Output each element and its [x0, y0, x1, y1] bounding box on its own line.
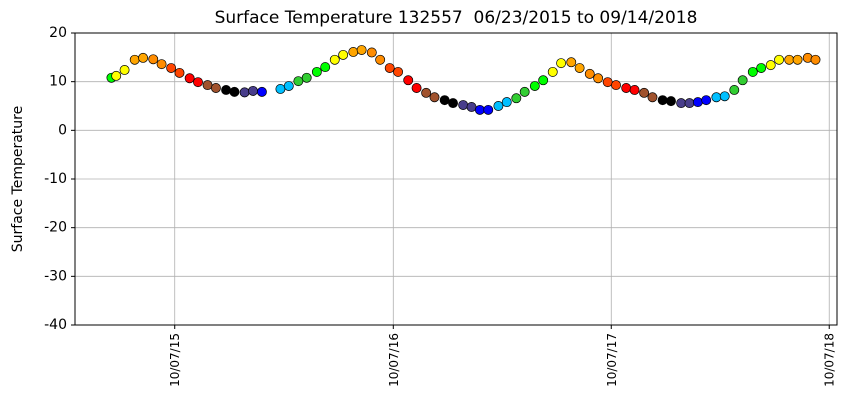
x-tick-label: 10/07/15: [168, 333, 182, 387]
data-point: [501, 97, 512, 108]
data-point: [229, 86, 240, 97]
data-point: [529, 81, 540, 91]
data-point: [711, 92, 722, 103]
data-point: [356, 45, 367, 55]
data-point: [301, 72, 312, 83]
data-point: [320, 62, 331, 73]
data-point: [202, 80, 213, 91]
data-point: [466, 102, 477, 112]
data-point: [556, 58, 567, 69]
y-tick-label: -10: [44, 171, 67, 187]
data-point: [584, 68, 595, 79]
plot-frame: [74, 32, 838, 326]
data-point: [311, 66, 322, 77]
data-point: [511, 93, 522, 104]
x-tick-label: 10/07/18: [823, 333, 837, 387]
data-point: [784, 54, 795, 65]
data-point: [293, 76, 304, 87]
data-point: [810, 54, 821, 65]
data-point: [448, 98, 458, 109]
data-point: [221, 84, 232, 95]
data-point: [403, 75, 414, 86]
y-tick-label: -30: [44, 268, 67, 284]
data-point: [629, 84, 640, 95]
data-point: [547, 66, 558, 77]
x-tick-label: 10/07/17: [605, 333, 619, 387]
data-point: [593, 73, 604, 84]
data-point: [421, 87, 432, 98]
data-point: [329, 54, 340, 65]
data-point: [519, 86, 530, 97]
data-point: [193, 77, 203, 88]
data-point: [283, 81, 294, 91]
data-point: [384, 63, 395, 73]
data-point: [174, 67, 185, 78]
data-point: [111, 70, 122, 81]
data-point: [666, 96, 676, 107]
data-point: [248, 85, 258, 96]
data-point: [538, 75, 549, 86]
data-point: [737, 75, 748, 86]
data-point: [129, 54, 140, 65]
data-point: [493, 101, 504, 111]
data-point: [647, 92, 658, 103]
data-point: [483, 104, 494, 115]
data-point: [275, 84, 286, 94]
y-tick-label: -20: [44, 220, 67, 236]
data-point: [684, 98, 695, 109]
data-point: [156, 59, 167, 70]
y-tick-label: -40: [44, 317, 67, 333]
data-point: [210, 83, 221, 93]
data-point: [657, 95, 668, 106]
data-point: [166, 63, 177, 73]
data-point: [138, 52, 149, 63]
data-point: [765, 60, 776, 71]
data-point: [375, 54, 386, 65]
data-point: [621, 83, 632, 93]
data-point: [611, 80, 621, 91]
data-point: [348, 47, 359, 57]
data-point: [338, 49, 349, 60]
data-point: [239, 87, 250, 98]
x-tick-label: 10/07/16: [387, 333, 401, 387]
data-point: [574, 63, 585, 73]
data-point: [639, 87, 650, 98]
data-point: [393, 66, 404, 77]
data-point: [148, 54, 159, 65]
data-point: [756, 63, 767, 73]
data-point: [366, 47, 377, 58]
data-point: [256, 86, 267, 97]
data-point: [119, 65, 130, 75]
data-point: [184, 73, 195, 84]
data-point: [774, 54, 785, 65]
y-tick-label: 20: [49, 25, 67, 41]
data-point: [719, 91, 730, 102]
data-point: [692, 97, 703, 108]
chart-title: Surface Temperature 132557 06/23/2015 to…: [215, 8, 698, 28]
data-point: [701, 95, 712, 106]
data-point: [729, 84, 740, 95]
data-point: [429, 92, 440, 103]
data-point: [566, 57, 577, 68]
data-point: [411, 83, 422, 93]
data-point: [792, 54, 803, 65]
data-point: [439, 95, 450, 106]
y-tick-label: 0: [58, 122, 67, 138]
data-point: [747, 66, 758, 77]
data-point: [474, 104, 485, 115]
data-point: [458, 100, 469, 110]
data-point: [602, 77, 613, 88]
y-axis-label: Surface Temperature: [10, 106, 26, 252]
data-point: [676, 98, 687, 109]
y-tick-label: 10: [49, 74, 67, 90]
